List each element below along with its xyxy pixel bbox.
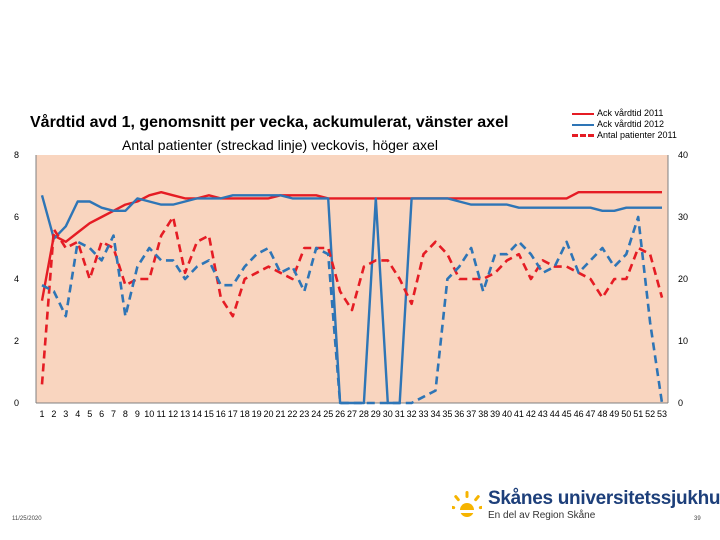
legend: Ack vårdtid 2011 Ack vårdtid 2012 Antal …	[572, 108, 677, 141]
x-tick-label: 50	[621, 409, 631, 419]
plot-area	[36, 155, 668, 403]
x-tick-label: 43	[538, 409, 548, 419]
x-tick-label: 21	[275, 409, 285, 419]
x-tick-label: 37	[466, 409, 476, 419]
legend-label: Ack vårdtid 2012	[597, 119, 665, 129]
x-tick-label: 36	[454, 409, 464, 419]
x-tick-label: 38	[478, 409, 488, 419]
right-tick-label: 10	[678, 336, 688, 346]
x-tick-label: 34	[430, 409, 440, 419]
x-tick-label: 18	[240, 409, 250, 419]
left-tick-label: 8	[14, 150, 19, 160]
legend-label: Antal patienter 2011	[597, 130, 677, 140]
chart-title: Vårdtid avd 1, genomsnitt per vecka, ack…	[30, 114, 509, 131]
left-tick-label: 4	[14, 274, 19, 284]
logo-subtitle: En del av Region Skåne	[488, 510, 596, 521]
series-line-2	[40, 194, 662, 405]
x-tick-label: 19	[252, 409, 262, 419]
hospital-logo: Skånes universitetssjukhus En del av Reg…	[452, 488, 720, 521]
series-layer	[40, 190, 664, 405]
legend-label: Ack vårdtid 2011	[597, 108, 664, 118]
right-tick-label: 30	[678, 212, 688, 222]
logo-text: Skånes universitetssjukhus En del av Reg…	[488, 488, 720, 521]
x-axis-ticks: 1 2 3 4 5 6 7 8 9 10 11 12 13 14 15 16 17 18 19 20 21 22 23 24 2…	[39, 409, 667, 419]
page-number: 39	[694, 516, 701, 522]
x-tick-label: 32	[407, 409, 417, 419]
right-tick-label: 0	[678, 398, 683, 408]
x-tick-label: 23	[299, 409, 309, 419]
x-tick-label: 11	[157, 409, 166, 419]
legend-swatch-ack-2011	[572, 112, 594, 115]
logo-name: Skånes universitetssjukhus	[488, 488, 720, 509]
series-line-1	[40, 190, 662, 301]
series-line-3	[40, 215, 664, 385]
x-tick-label: 6	[99, 409, 104, 419]
x-tick-label: 44	[550, 409, 560, 419]
x-tick-label: 31	[395, 409, 405, 419]
right-tick-label: 20	[678, 274, 688, 284]
x-tick-label: 10	[144, 409, 154, 419]
legend-swatch-ack-2012	[572, 123, 594, 126]
x-tick-label: 12	[168, 409, 178, 419]
chart-subtitle: Antal patienter (streckad linje) veckovi…	[122, 137, 438, 153]
x-tick-label: 13	[180, 409, 190, 419]
left-tick-label: 0	[14, 398, 19, 408]
x-tick-label: 24	[311, 409, 321, 419]
x-tick-label: 51	[633, 409, 643, 419]
x-tick-label: 46	[574, 409, 584, 419]
x-tick-label: 17	[228, 409, 238, 419]
x-tick-label: 39	[490, 409, 500, 419]
x-tick-label: 28	[359, 409, 369, 419]
x-tick-label: 26	[335, 409, 345, 419]
x-tick-label: 40	[502, 409, 512, 419]
x-tick-label: 14	[192, 409, 202, 419]
x-tick-label: 25	[323, 409, 333, 419]
x-tick-label: 35	[442, 409, 452, 419]
left-tick-label: 2	[14, 336, 19, 346]
x-tick-label: 30	[383, 409, 393, 419]
x-tick-label: 15	[204, 409, 214, 419]
x-tick-label: 4	[75, 409, 80, 419]
x-tick-label: 5	[87, 409, 92, 419]
x-tick-label: 1	[39, 409, 44, 419]
left-axis-ticks: 0 2 4 6 8	[14, 150, 19, 408]
x-tick-label: 16	[216, 409, 226, 419]
x-tick-label: 33	[418, 409, 428, 419]
legend-item-ack-2012: Ack vårdtid 2012	[572, 119, 677, 130]
x-tick-label: 48	[597, 409, 607, 419]
x-tick-label: 47	[585, 409, 595, 419]
right-axis-ticks: 0 10 20 30 40	[678, 150, 688, 408]
x-tick-label: 3	[63, 409, 68, 419]
left-tick-label: 6	[14, 212, 19, 222]
x-tick-label: 45	[562, 409, 572, 419]
footer-date: 11/25/2020	[12, 516, 42, 522]
x-tick-label: 2	[51, 409, 56, 419]
x-tick-label: 52	[645, 409, 655, 419]
legend-item-antal-2011: Antal patienter 2011	[572, 130, 677, 141]
x-tick-label: 42	[526, 409, 536, 419]
x-tick-label: 8	[123, 409, 128, 419]
x-tick-label: 53	[657, 409, 667, 419]
sun-logo-icon	[452, 490, 482, 517]
x-tick-label: 7	[111, 409, 116, 419]
x-tick-label: 20	[263, 409, 273, 419]
x-tick-label: 22	[287, 409, 297, 419]
legend-swatch-antal-2011	[572, 134, 594, 137]
legend-item-ack-2011: Ack vårdtid 2011	[572, 108, 677, 119]
right-tick-label: 40	[678, 150, 688, 160]
x-tick-label: 29	[371, 409, 381, 419]
x-tick-label: 41	[514, 409, 524, 419]
x-tick-label: 9	[135, 409, 140, 419]
x-tick-label: 49	[609, 409, 619, 419]
x-tick-label: 27	[347, 409, 357, 419]
